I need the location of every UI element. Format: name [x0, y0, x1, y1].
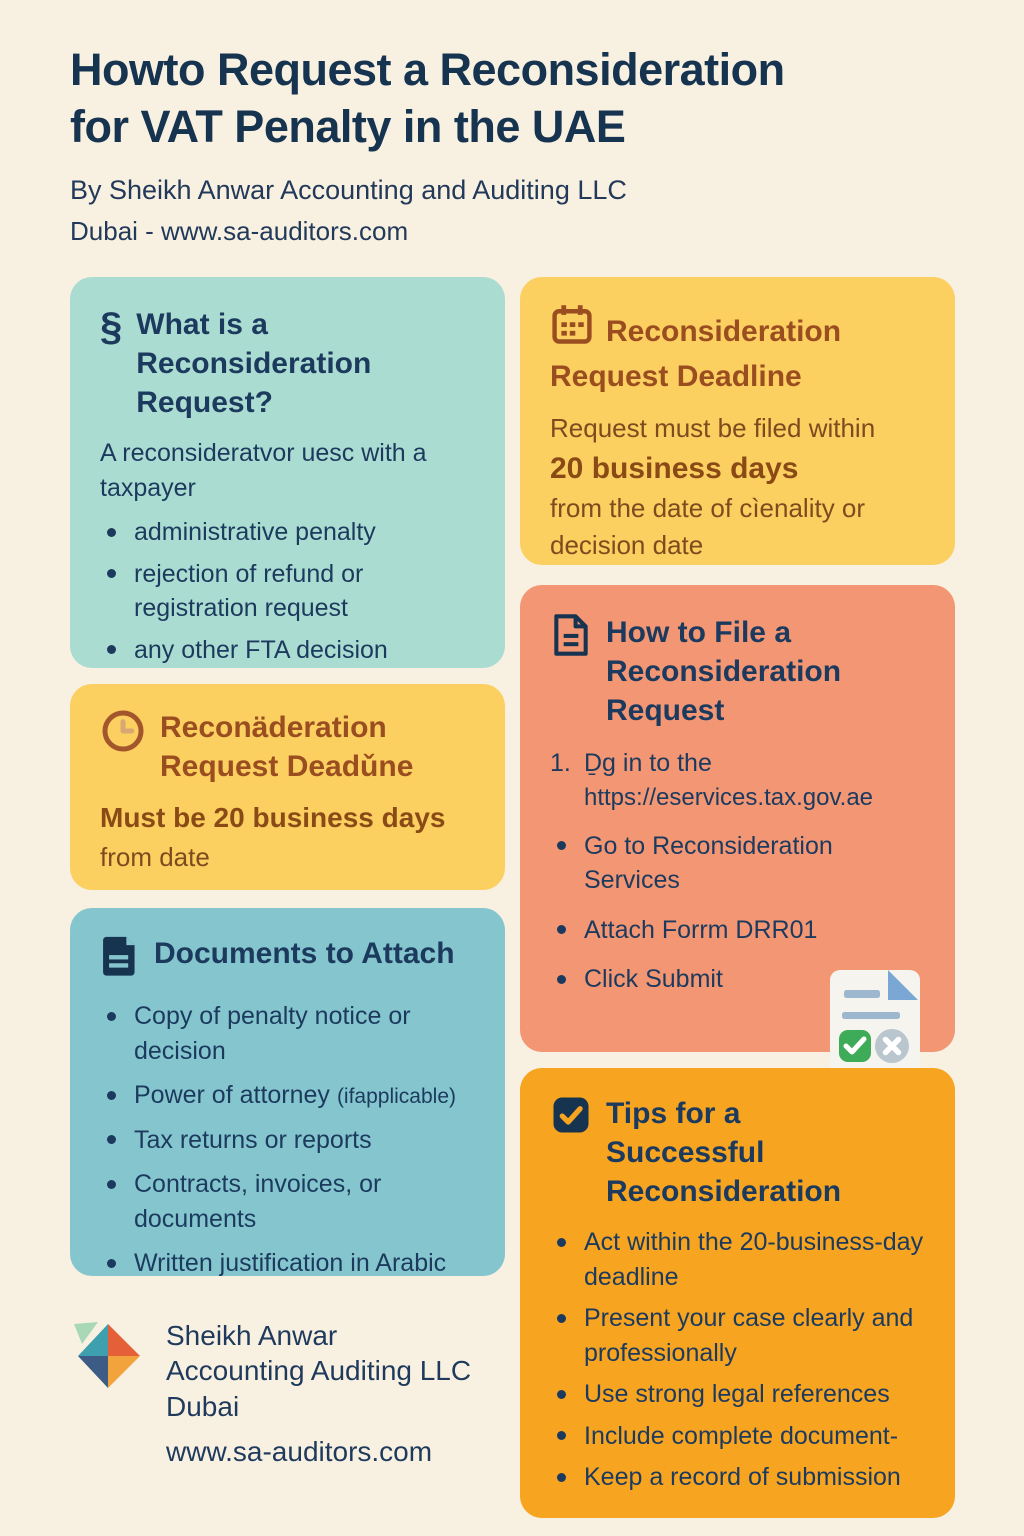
step-1: 1. Ḏg in to the: [550, 746, 925, 781]
list-item: Include complete document-: [550, 1419, 925, 1454]
company-logo: [70, 1318, 144, 1469]
list-item: Attach Forrm DRR01: [550, 913, 925, 948]
calendar-icon: [550, 303, 594, 357]
card-head: Reconsideration Request Deadline: [550, 303, 925, 396]
list-item: Click Submit: [550, 962, 925, 997]
list-item: any other FTA decision: [100, 633, 475, 668]
document-icon: [100, 934, 140, 983]
step-url: https://eservices.tax.gov.ae: [584, 784, 874, 811]
document-outline-icon: [550, 613, 592, 662]
card-tips: Tips for a Successful Reconsideration Ac…: [520, 1068, 955, 1518]
card-documents: Documents to Attach Copy of penalty noti…: [70, 908, 505, 1277]
checkbox-icon: [550, 1094, 592, 1141]
location-line: Dubai - www.sa-auditors.com: [70, 216, 409, 247]
card-what-is-reconsideration: § What is a Reconsideration Request? A r…: [70, 277, 505, 668]
card-head: How to File a Reconsideration Request: [550, 613, 925, 730]
card-title: How to File a Reconsideration Request: [606, 616, 842, 727]
page-title-line1: Howto Request a Reconsideration: [70, 44, 785, 95]
card-head: Reconäderation Request Deadǔne: [100, 708, 475, 786]
list-item: Keep a record of submission: [550, 1460, 925, 1495]
deadline-highlight: 20 business days: [550, 451, 799, 485]
step-number: 1.: [550, 749, 571, 777]
deadline-text-line1: Request must be filed within: [550, 413, 876, 443]
deadline-text-line2: from date: [100, 841, 210, 872]
company-name-line1: Sheikh Anwar: [166, 1320, 338, 1351]
card-head: Tips for a Successful Reconsideration: [550, 1094, 925, 1211]
company-website: www.sa-auditors.com: [166, 1435, 433, 1467]
list-item: Contracts, invoices, or documents: [100, 1167, 475, 1236]
header: Howto Request a Reconsideration for VAT …: [70, 42, 970, 247]
card-head: § What is a Reconsideration Request?: [100, 305, 475, 422]
deadline-text-line2: from the date of cìenality or decision d…: [550, 492, 866, 561]
bullet-list: Act within the 20-business-day deadline …: [550, 1225, 925, 1495]
company-name-line2: Accounting Auditing LLC: [166, 1355, 472, 1387]
byline: By Sheikh Anwar Accounting and Auditing …: [70, 175, 627, 206]
list-item: rejection of refund or registration requ…: [100, 557, 475, 626]
card-title: Documents to Attach: [154, 937, 455, 970]
card-intro: A reconsideratvor uesc with a taxpayer: [100, 439, 427, 502]
clock-icon: [100, 708, 146, 759]
x-badge: [875, 1029, 909, 1063]
bullet-list: Copy of penalty notice or decision Power…: [100, 999, 475, 1281]
deadline-highlight: Must be 20 business days: [100, 802, 446, 833]
document-check-sticker: [826, 968, 926, 1084]
card-deadline-right: Reconsideration Request Deadline Request…: [520, 277, 955, 565]
section-icon: §: [100, 305, 123, 349]
list-item: Go to Reconsideration Services: [550, 829, 925, 898]
list-item: Present your case clearly and profession…: [550, 1301, 925, 1370]
list-item: Use strong legal references: [550, 1377, 925, 1412]
list-item-text: Power of attorney: [134, 1081, 330, 1109]
footer-text: Sheikh Anwar Accounting Auditing LLC Dub…: [166, 1318, 471, 1469]
list-item: Written justification in Arabic: [100, 1246, 475, 1281]
card-title: What is a Reconsideration Request?: [136, 308, 372, 419]
list-item: Tax returns or reports: [100, 1123, 475, 1158]
list-item: Copy of penalty notice or decision: [100, 999, 475, 1068]
bullet-list: administrative penalty rejection of refu…: [100, 515, 475, 667]
bullet-list: Go to Reconsideration Services Attach Fo…: [550, 829, 925, 997]
card-title-text: Reconsideration Request Deadline: [550, 315, 842, 393]
company-name-line3: Dubai: [166, 1390, 240, 1422]
step-text: Ḏg in to the: [584, 749, 712, 777]
list-item-note: (ifapplicable): [336, 1085, 456, 1108]
footer: Sheikh Anwar Accounting Auditing LLC Dub…: [70, 1318, 530, 1469]
card-title: Reconäderation Request Deadǔne: [160, 711, 414, 783]
check-badge: [839, 1030, 871, 1062]
card-title: Tips for a Successful Reconsideration: [606, 1097, 842, 1208]
page-title-line2: for VAT Penalty in the UAE: [70, 100, 626, 152]
page-title: Howto Request a Reconsideration for VAT …: [70, 42, 970, 155]
list-item: Act within the 20-business-day deadline: [550, 1225, 925, 1294]
list-item: Power of attorney (ifapplicable): [100, 1078, 475, 1113]
card-head: Documents to Attach: [100, 934, 475, 983]
list-item: administrative penalty: [100, 515, 475, 550]
card-deadline-left: Reconäderation Request Deadǔne Must be 2…: [70, 684, 505, 890]
